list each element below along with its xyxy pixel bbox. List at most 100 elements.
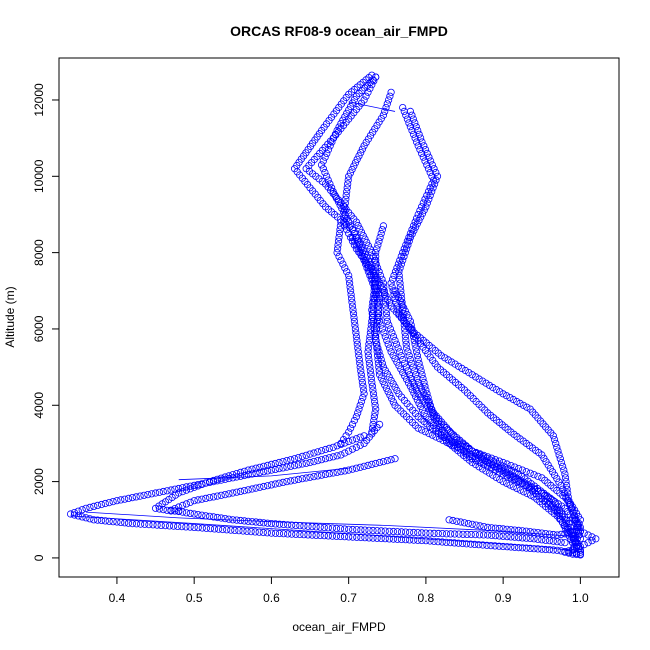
- data-point: [263, 467, 272, 475]
- data-point: [248, 465, 256, 473]
- data-point: [243, 527, 251, 535]
- data-point: [109, 497, 117, 506]
- data-point: [371, 279, 379, 287]
- data-point: [356, 225, 364, 233]
- data-point: [369, 317, 377, 325]
- data-point: [576, 527, 585, 535]
- data-point: [346, 283, 354, 291]
- data-point: [558, 518, 567, 526]
- data-point: [534, 487, 542, 495]
- data-point: [356, 433, 364, 441]
- data-point: [393, 535, 401, 543]
- data-point: [109, 518, 117, 526]
- data-point: [360, 256, 368, 264]
- data-point: [552, 439, 560, 447]
- data-point: [356, 240, 364, 248]
- data-point: [179, 484, 187, 492]
- data-point: [233, 469, 241, 478]
- data-point: [336, 201, 344, 209]
- data-point: [86, 515, 94, 523]
- data-point: [353, 526, 361, 534]
- data-point: [304, 531, 312, 539]
- data-point: [384, 295, 392, 303]
- data-point: [465, 445, 473, 453]
- data-point: [560, 522, 568, 530]
- data-point: [425, 195, 433, 203]
- data-point: [337, 451, 345, 459]
- data-point: [396, 256, 404, 264]
- data-point: [404, 241, 412, 249]
- data-point: [345, 271, 353, 280]
- data-point: [312, 523, 320, 531]
- data-point: [302, 451, 310, 459]
- data-point: [422, 386, 430, 394]
- data-point: [373, 527, 381, 535]
- data-point: [419, 153, 427, 161]
- data-point: [345, 275, 353, 283]
- data-point: [393, 302, 401, 310]
- data-point: [495, 468, 503, 476]
- data-point: [557, 538, 565, 546]
- data-point: [105, 517, 113, 525]
- data-point: [316, 523, 324, 531]
- data-point: [421, 428, 429, 436]
- data-point: [383, 317, 391, 325]
- data-point: [132, 520, 141, 528]
- data-point: [391, 355, 399, 363]
- data-point: [400, 107, 408, 116]
- data-point: [410, 227, 418, 235]
- data-point: [423, 390, 431, 398]
- data-point: [368, 310, 376, 318]
- data-point: [401, 536, 410, 544]
- data-point: [350, 229, 358, 238]
- data-point: [359, 382, 367, 390]
- data-point: [409, 222, 418, 230]
- data-point: [310, 449, 318, 457]
- data-point: [430, 529, 438, 538]
- data-point: [373, 313, 382, 322]
- data-point: [423, 199, 431, 207]
- data-point: [411, 223, 420, 231]
- data-point: [336, 525, 345, 533]
- data-point: [466, 540, 475, 548]
- data-point: [381, 535, 389, 543]
- data-point: [395, 268, 403, 276]
- data-point: [561, 548, 569, 556]
- data-point: [378, 285, 387, 293]
- data-point: [392, 340, 401, 348]
- data-point: [326, 180, 334, 188]
- data-point: [279, 530, 288, 538]
- data-point: [554, 447, 562, 455]
- data-point: [335, 233, 343, 241]
- data-point: [584, 539, 592, 547]
- data-point: [418, 138, 426, 146]
- data-point: [356, 363, 364, 371]
- data-point: [346, 424, 355, 432]
- data-point: [391, 287, 399, 295]
- data-point: [406, 382, 414, 390]
- data-point: [462, 540, 471, 548]
- data-point: [345, 525, 353, 533]
- data-point: [405, 119, 413, 127]
- data-point: [356, 359, 364, 367]
- data-point: [409, 332, 418, 341]
- data-point: [379, 279, 387, 287]
- data-point: [210, 525, 219, 533]
- data-point: [370, 290, 378, 299]
- data-point: [182, 483, 190, 491]
- data-point: [359, 232, 367, 240]
- data-point: [384, 388, 392, 396]
- data-point: [370, 77, 378, 85]
- data-point: [283, 477, 291, 486]
- data-point: [446, 538, 454, 547]
- data-point: [372, 459, 380, 468]
- data-point: [401, 249, 409, 257]
- data-point: [426, 191, 434, 199]
- data-point: [345, 172, 353, 180]
- data-point: [179, 508, 187, 516]
- data-point: [336, 532, 345, 541]
- data-point: [399, 355, 407, 364]
- data-point: [240, 517, 248, 525]
- data-point: [418, 536, 426, 545]
- data-point: [503, 543, 511, 551]
